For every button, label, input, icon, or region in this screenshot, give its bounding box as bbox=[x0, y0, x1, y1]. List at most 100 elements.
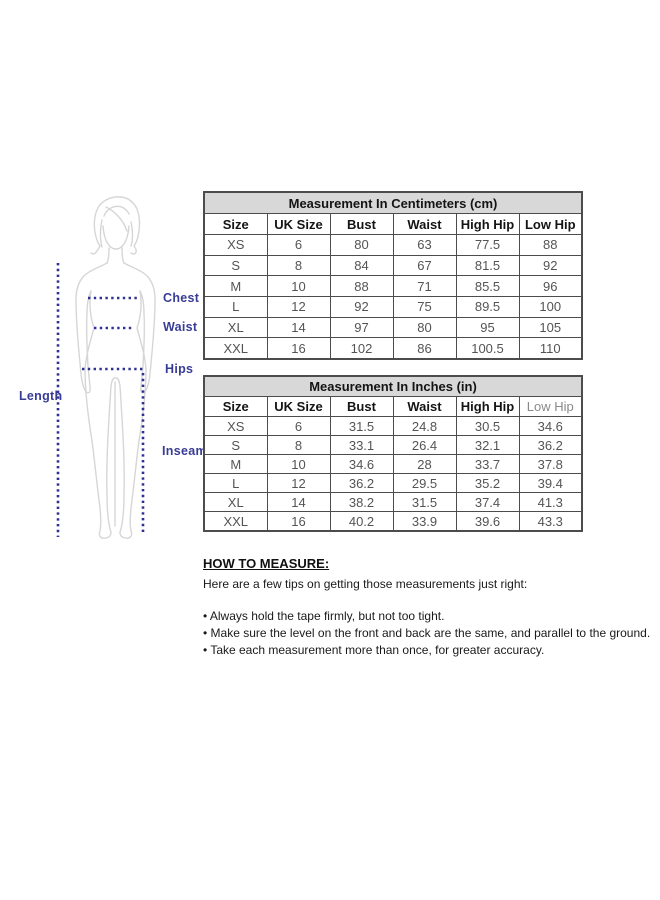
table-cell: L bbox=[203, 296, 268, 318]
table-cell: 30.5 bbox=[455, 416, 520, 436]
table-cell: 36.2 bbox=[518, 435, 583, 455]
table-cell: 16 bbox=[266, 337, 331, 360]
table-cell: 95 bbox=[455, 316, 520, 339]
table-row: S 8 33.1 26.4 32.1 36.2 bbox=[203, 435, 583, 455]
table-cell: 37.8 bbox=[518, 454, 583, 474]
table-cell: 77.5 bbox=[455, 234, 520, 256]
bullet-glyph: • bbox=[203, 626, 211, 640]
table-row: M 10 88 71 85.5 96 bbox=[203, 275, 583, 298]
measure-tip: • Take each measurement more than once, … bbox=[203, 642, 653, 659]
table-cell: 80 bbox=[329, 234, 394, 256]
table-cell: 100 bbox=[518, 296, 583, 318]
table-cell: 14 bbox=[266, 492, 331, 512]
table-cell: 40.2 bbox=[329, 511, 394, 532]
table-cell: 92 bbox=[518, 254, 583, 277]
column-header: Bust bbox=[329, 213, 394, 235]
column-header: Size bbox=[203, 396, 268, 417]
column-header: Low Hip bbox=[518, 213, 583, 235]
table-cell: 24.8 bbox=[392, 416, 457, 436]
table-cell: 36.2 bbox=[329, 473, 394, 493]
tip-text: Take each measurement more than once, fo… bbox=[210, 643, 545, 657]
table-cell: 41.3 bbox=[518, 492, 583, 512]
measure-tips-list: • Always hold the tape firmly, but not t… bbox=[203, 608, 653, 659]
table-row: XL 14 97 80 95 105 bbox=[203, 316, 583, 339]
table-cell: 88 bbox=[329, 275, 394, 298]
table-row: M 10 34.6 28 33.7 37.8 bbox=[203, 454, 583, 474]
table-cell: 12 bbox=[266, 473, 331, 493]
table-cell: 33.9 bbox=[392, 511, 457, 532]
table-cell: 63 bbox=[392, 234, 457, 256]
table-cell: 37.4 bbox=[455, 492, 520, 512]
table-cell: 38.2 bbox=[329, 492, 394, 512]
table-cell: 105 bbox=[518, 316, 583, 339]
table-cell: 34.6 bbox=[329, 454, 394, 474]
table-cell: 34.6 bbox=[518, 416, 583, 436]
length-label: Length bbox=[19, 389, 63, 403]
inseam-label: Inseam bbox=[162, 444, 207, 458]
table-row: XL 14 38.2 31.5 37.4 41.3 bbox=[203, 492, 583, 512]
table-cell: 71 bbox=[392, 275, 457, 298]
table-cell: 16 bbox=[266, 511, 331, 532]
table-cell: M bbox=[203, 454, 268, 474]
body-measurement-diagram bbox=[56, 196, 156, 539]
table-cell: XS bbox=[203, 416, 268, 436]
table-cell: 31.5 bbox=[329, 416, 394, 436]
column-header: Low Hip bbox=[518, 396, 583, 417]
table-row: XXL 16 40.2 33.9 39.6 43.3 bbox=[203, 511, 583, 532]
table-cell: 43.3 bbox=[518, 511, 583, 532]
table-cell: 39.4 bbox=[518, 473, 583, 493]
how-to-measure-section: HOW TO MEASURE: Here are a few tips on g… bbox=[203, 556, 653, 659]
table-cell: 97 bbox=[329, 316, 394, 339]
table-cell: 92 bbox=[329, 296, 394, 318]
table-cell: 86 bbox=[392, 337, 457, 360]
table-row: L 12 36.2 29.5 35.2 39.4 bbox=[203, 473, 583, 493]
column-header: High Hip bbox=[455, 396, 520, 417]
table-cell: 80 bbox=[392, 316, 457, 339]
table-cell: 100.5 bbox=[455, 337, 520, 360]
column-header: Waist bbox=[392, 213, 457, 235]
inches-size-table: Measurement In Inches (in) Size UK Size Bus… bbox=[203, 375, 583, 532]
table-cell: XXL bbox=[203, 337, 268, 360]
table-cell: 84 bbox=[329, 254, 394, 277]
centimeters-size-table: Measurement In Centimeters (cm) Size UK Si… bbox=[203, 191, 583, 361]
table-cell: 75 bbox=[392, 296, 457, 318]
table-cell: 10 bbox=[266, 454, 331, 474]
female-silhouette bbox=[75, 196, 156, 539]
table-cell: M bbox=[203, 275, 268, 298]
table-cell: 33.7 bbox=[455, 454, 520, 474]
column-header: Waist bbox=[392, 396, 457, 417]
table-title: Measurement In Inches (in) bbox=[203, 375, 583, 397]
table-cell: 8 bbox=[266, 435, 331, 455]
tip-text: Make sure the level on the front and bac… bbox=[210, 626, 651, 640]
measure-tip: • Always hold the tape firmly, but not t… bbox=[203, 608, 653, 625]
table-cell: 6 bbox=[266, 234, 331, 256]
bullet-glyph: • bbox=[203, 609, 210, 623]
bullet-glyph: • bbox=[203, 643, 211, 657]
column-header: UK Size bbox=[266, 396, 331, 417]
table-row: S 8 84 67 81.5 92 bbox=[203, 254, 583, 277]
table-cell: 89.5 bbox=[455, 296, 520, 318]
table-cell: XL bbox=[203, 316, 268, 339]
table-title: Measurement In Centimeters (cm) bbox=[203, 191, 583, 214]
table-cell: S bbox=[203, 254, 268, 277]
how-to-measure-intro: Here are a few tips on getting those mea… bbox=[203, 577, 528, 591]
table-cell: 8 bbox=[266, 254, 331, 277]
table-cell: 14 bbox=[266, 316, 331, 339]
table-row: XS 6 31.5 24.8 30.5 34.6 bbox=[203, 416, 583, 436]
table-cell: 39.6 bbox=[455, 511, 520, 532]
table-cell: 28 bbox=[392, 454, 457, 474]
table-cell: 102 bbox=[329, 337, 394, 360]
measure-tip: • Make sure the level on the front and b… bbox=[203, 625, 653, 642]
table-cell: 33.1 bbox=[329, 435, 394, 455]
table-header-row: Size UK Size Bust Waist High Hip Low Hip bbox=[203, 396, 583, 417]
table-cell: 12 bbox=[266, 296, 331, 318]
column-header: Bust bbox=[329, 396, 394, 417]
table-cell: 81.5 bbox=[455, 254, 520, 277]
table-cell: 26.4 bbox=[392, 435, 457, 455]
table-cell: 85.5 bbox=[455, 275, 520, 298]
table-cell: 35.2 bbox=[455, 473, 520, 493]
table-cell: 29.5 bbox=[392, 473, 457, 493]
chest-label: Chest bbox=[163, 291, 200, 305]
table-cell: 6 bbox=[266, 416, 331, 436]
